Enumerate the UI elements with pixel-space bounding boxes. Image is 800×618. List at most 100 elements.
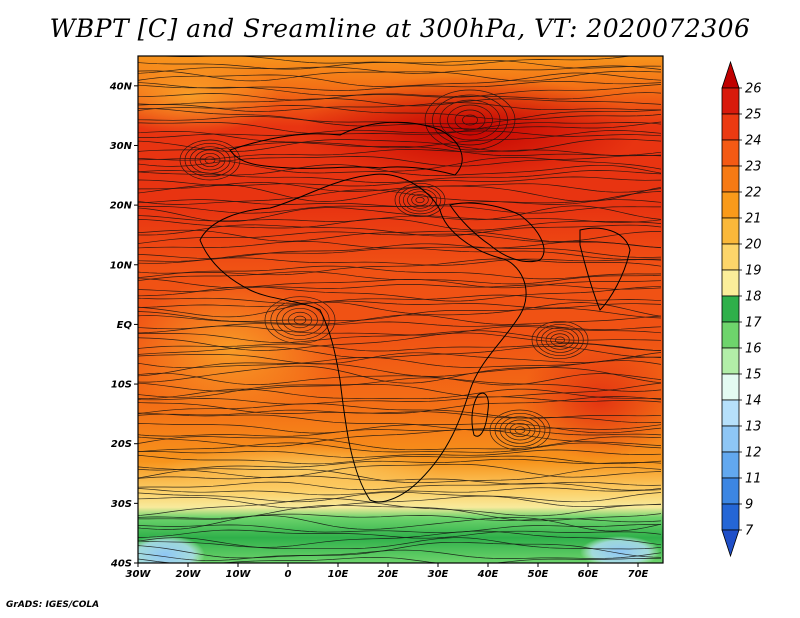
- colorbar-label: 21: [745, 212, 762, 227]
- streamline: [138, 184, 662, 202]
- colorbar-label: 26: [745, 82, 762, 97]
- vortex-ring: [494, 412, 546, 448]
- lon-tick-label: 10E: [328, 569, 349, 580]
- coastline-europe: [229, 121, 463, 176]
- colorbar-segment: [721, 139, 740, 167]
- vortex-ring: [199, 152, 221, 168]
- lat-tick-label: EQ: [117, 320, 133, 331]
- vortex-ring: [454, 109, 486, 131]
- streamline: [138, 72, 662, 87]
- vortex-ring: [545, 330, 575, 350]
- vortex-ring: [179, 139, 241, 181]
- colorbar-label: 17: [745, 316, 762, 331]
- streamline: [138, 149, 662, 161]
- streamline: [138, 382, 662, 398]
- streamline: [138, 247, 661, 262]
- streamline: [138, 80, 662, 91]
- colorbar-label: 7: [745, 524, 754, 539]
- lat-tick-label: 10N: [110, 260, 133, 271]
- coastlines: [199, 121, 631, 503]
- streamline: [138, 189, 662, 205]
- vortex-ring: [439, 99, 501, 141]
- colorbar-label: 18: [745, 290, 762, 305]
- streamline: [138, 396, 662, 414]
- lat-tick-label: 20S: [111, 439, 132, 450]
- streamline: [138, 156, 662, 174]
- vortex-ring: [424, 89, 516, 151]
- vortex-ring: [411, 194, 429, 206]
- streamline: [138, 301, 662, 318]
- lon-tick-label: 30E: [428, 569, 449, 580]
- coastline-india: [579, 227, 631, 311]
- streamline: [138, 481, 662, 491]
- streamline: [138, 257, 662, 266]
- vortex-ring: [509, 422, 531, 438]
- streamline: [138, 377, 662, 392]
- streamline: [138, 466, 662, 484]
- streamline: [138, 498, 662, 517]
- field-blob-east-red: [520, 340, 663, 460]
- lat-tick-label: 30N: [110, 141, 133, 152]
- streamline: [138, 325, 662, 336]
- plot-frame: [137, 55, 664, 564]
- vortex-ring: [514, 426, 526, 434]
- streamline: [138, 122, 662, 135]
- colorbar: 26 25 24 23 22 21 20 19 18 17 16 15 14 13 12 11 9 7: [721, 60, 762, 558]
- streamline: [138, 523, 662, 534]
- vortex-ring: [282, 307, 318, 333]
- streamline: [138, 556, 662, 563]
- streamline: [138, 258, 662, 276]
- vortex-ring: [554, 336, 566, 344]
- streamline: [138, 215, 662, 223]
- lon-tick-label: 0: [285, 569, 292, 580]
- lat-tick-label: 40S: [110, 559, 132, 570]
- streamline: [138, 403, 662, 419]
- lon-tick-label: 40E: [477, 569, 499, 580]
- streamline: [138, 352, 662, 365]
- streamline: [138, 412, 662, 431]
- streamline: [138, 388, 662, 400]
- streamline: [138, 138, 662, 152]
- latitude-axis: 40N 30N 20N 10N EQ 10S 20S 30S 40S: [109, 81, 138, 570]
- streamline: [138, 449, 662, 458]
- colorbar-segment: [721, 269, 740, 297]
- streamline: [138, 541, 662, 559]
- colorbar-segment: [721, 87, 740, 115]
- streamline: [138, 409, 662, 424]
- streamline: [138, 345, 661, 359]
- colorbar-label: 25: [745, 108, 762, 123]
- coastline-africa: [199, 173, 527, 503]
- streamline: [138, 436, 662, 451]
- streamline: [138, 549, 662, 561]
- vortex-ring: [293, 315, 307, 325]
- vortex-ring: [531, 320, 589, 360]
- colorbar-label: 13: [745, 420, 762, 435]
- streamline: [138, 428, 662, 437]
- streamline: [138, 65, 662, 74]
- colorbar-label: 12: [745, 446, 762, 461]
- streamline: [138, 495, 662, 509]
- streamline: [138, 84, 662, 98]
- streamline: [138, 475, 662, 486]
- streamline: [138, 229, 662, 242]
- streamline: [138, 108, 662, 127]
- streamline: [138, 284, 662, 292]
- vortex-ring: [407, 191, 433, 209]
- coastline-arabia: [449, 202, 545, 263]
- lat-tick-label: 40N: [109, 81, 133, 92]
- vortex-ring: [540, 327, 580, 353]
- streamline: [138, 515, 662, 532]
- vortex-ring: [536, 324, 584, 356]
- vortex-ring: [398, 185, 442, 215]
- vortex-ring: [550, 333, 570, 347]
- colorbar-label: 14: [745, 394, 762, 409]
- streamline: [138, 130, 662, 149]
- streamline: [138, 365, 662, 384]
- colorbar-segment: [721, 60, 740, 89]
- streamline: [138, 154, 662, 167]
- vortex-ring: [415, 196, 425, 204]
- streamline: [138, 314, 662, 325]
- colorbar-segment: [721, 503, 740, 531]
- lon-tick-label: 10W: [226, 569, 252, 580]
